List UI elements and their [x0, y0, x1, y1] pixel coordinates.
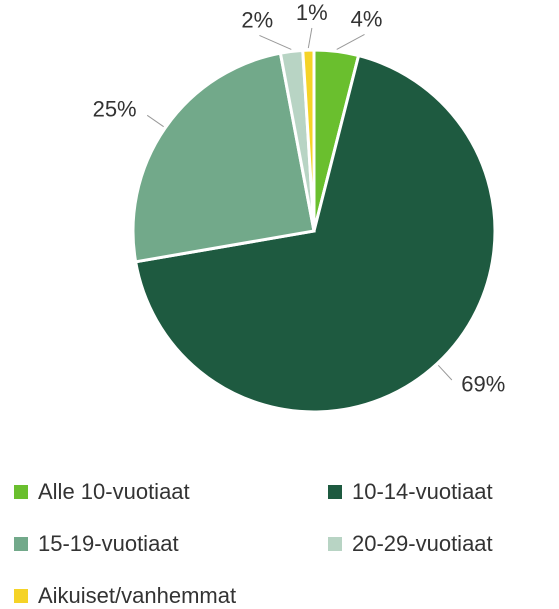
leader-line	[336, 33, 365, 50]
legend-label: 20-29-vuotiaat	[352, 531, 493, 556]
legend-label: Aikuiset/vanhemmat	[38, 583, 236, 608]
legend-label: Alle 10-vuotiaat	[38, 479, 190, 504]
pie-slice	[133, 53, 497, 414]
legend-swatch	[14, 589, 28, 603]
data-label: 4%	[351, 6, 383, 31]
leader-line	[146, 114, 164, 128]
legend-swatch	[328, 537, 342, 551]
legend-swatch	[14, 537, 28, 551]
legend-swatch	[14, 485, 28, 499]
leader-line	[259, 35, 292, 50]
legend-label: 15-19-vuotiaat	[38, 531, 179, 556]
data-label: 69%	[461, 372, 505, 397]
legend-label: 10-14-vuotiaat	[352, 479, 493, 504]
pie-slice	[131, 51, 316, 264]
leader-line	[437, 364, 453, 381]
data-label: 1%	[296, 0, 328, 25]
data-label: 2%	[241, 8, 273, 33]
leader-line	[307, 27, 313, 49]
pie-slice	[301, 48, 316, 232]
data-label: 25%	[93, 97, 137, 122]
legend-swatch	[328, 485, 342, 499]
